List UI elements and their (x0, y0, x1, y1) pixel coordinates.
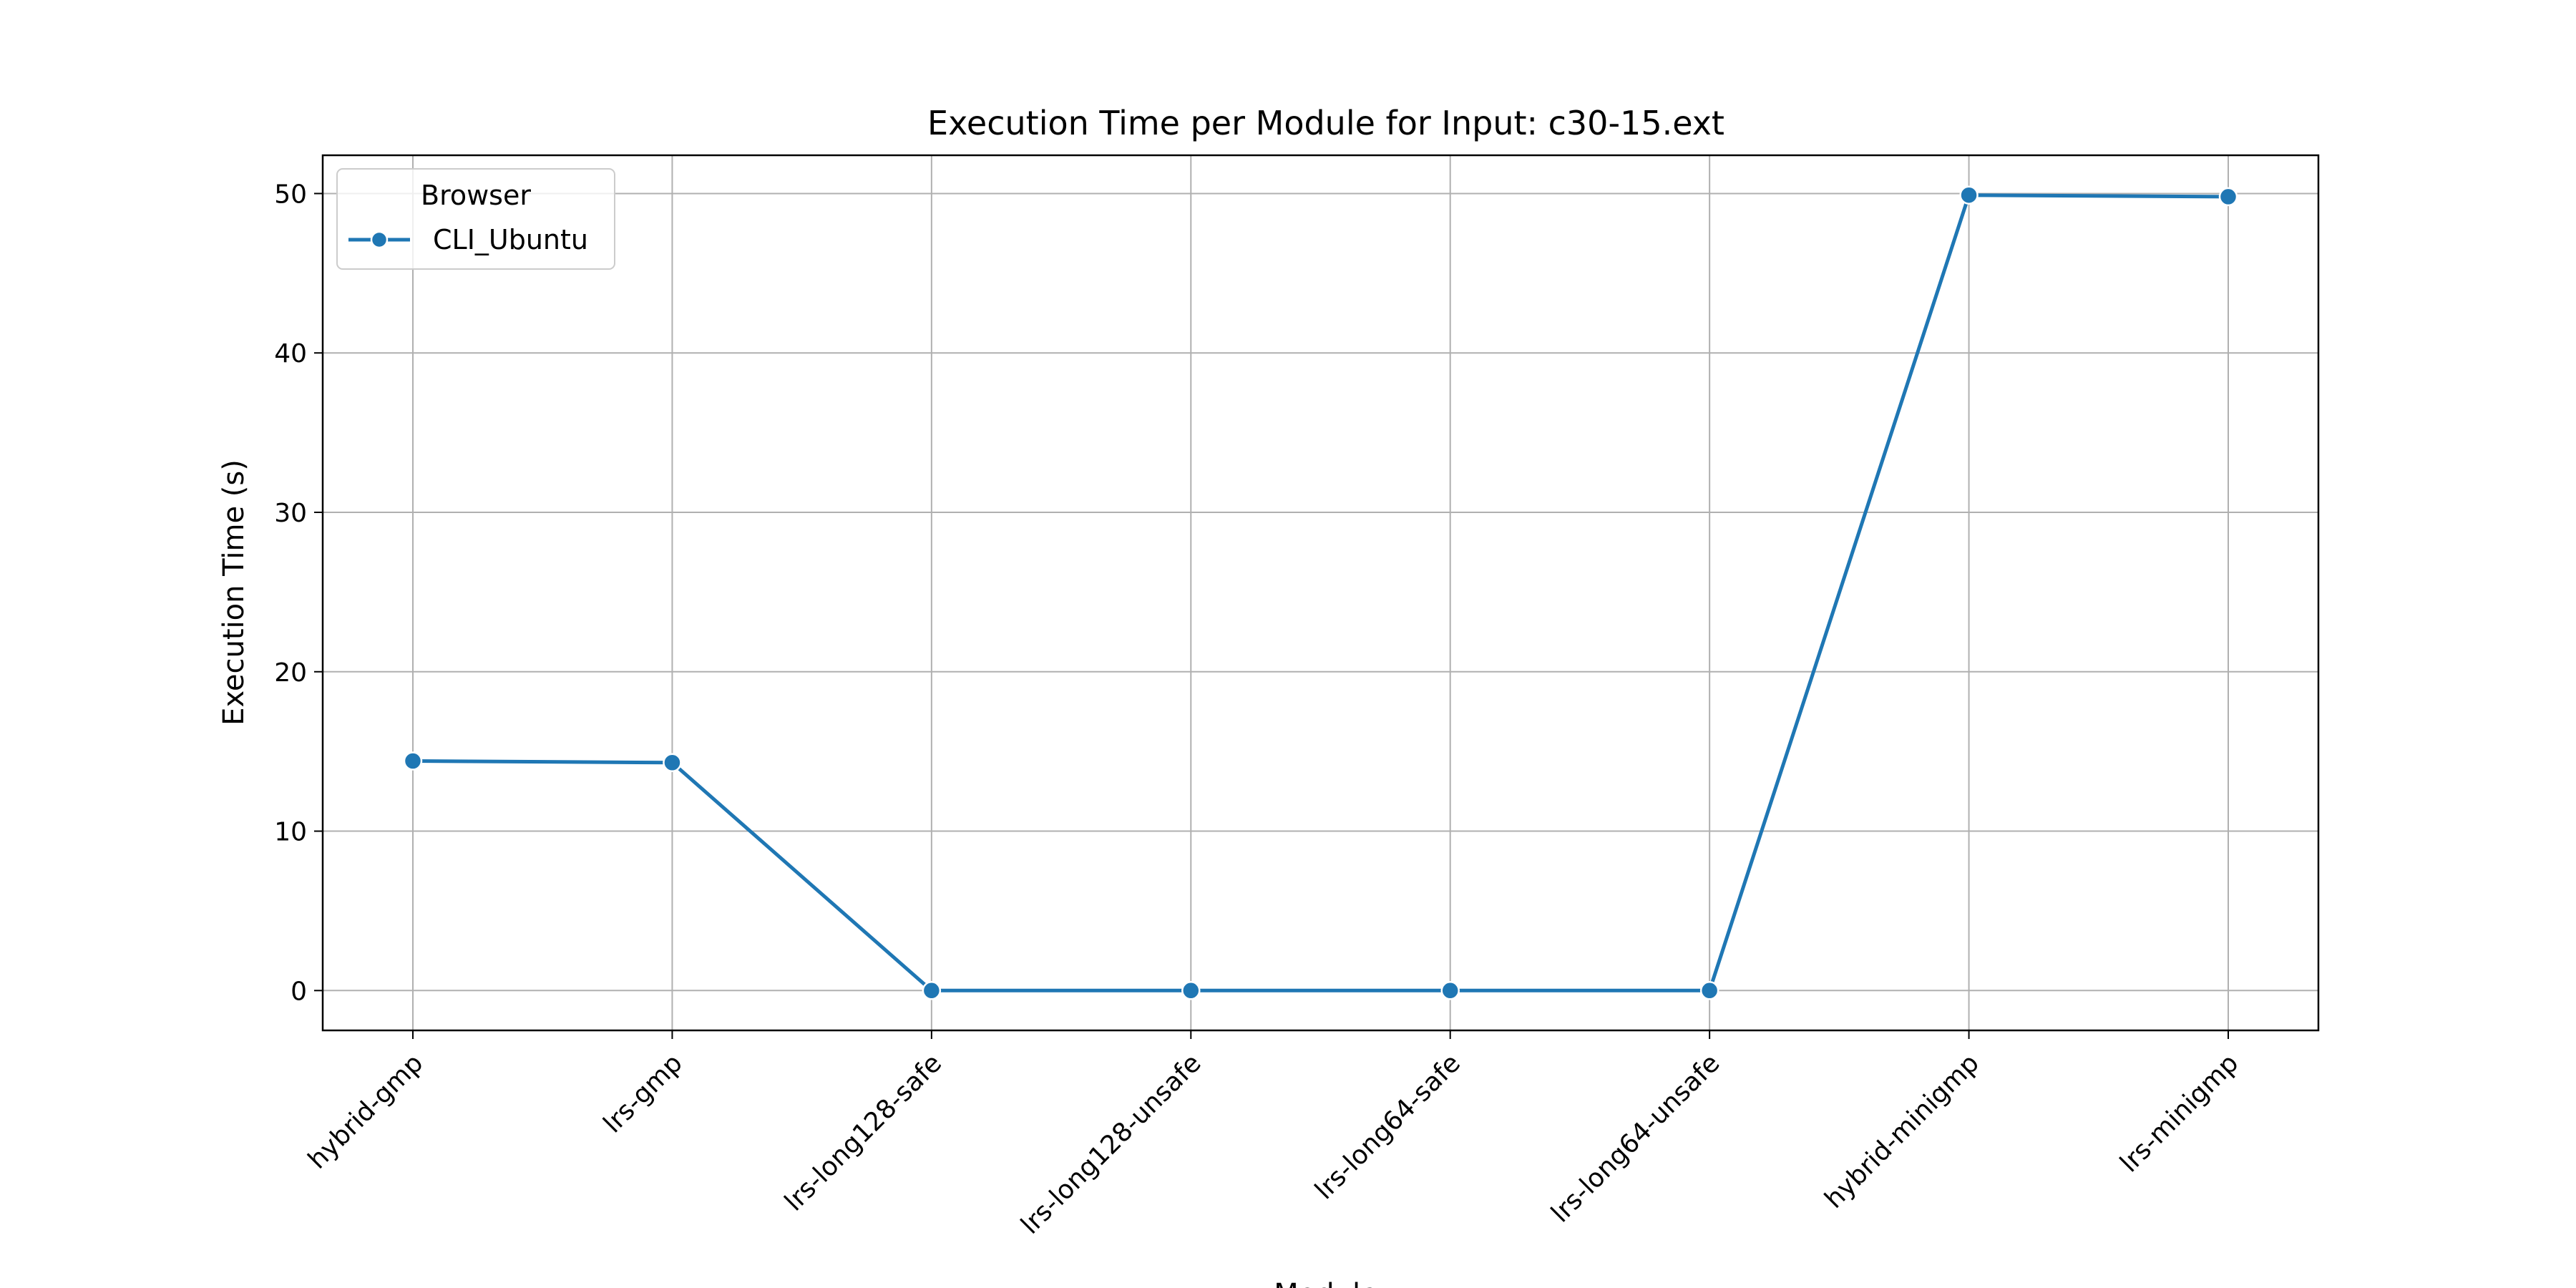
data-point (663, 753, 682, 772)
x-tick-label: lrs-gmp (598, 1048, 688, 1138)
data-point (1181, 981, 1201, 1000)
legend-title: Browser (421, 180, 531, 211)
y-tick-label: 10 (274, 818, 307, 847)
data-point (1959, 185, 1979, 205)
data-point (1440, 981, 1460, 1000)
x-axis: hybrid-gmp lrs-gmp lrs-long128-safe lrs-lon… (303, 1030, 2244, 1240)
y-tick-label: 50 (274, 180, 307, 209)
data-point (922, 981, 942, 1000)
x-tick-label: lrs-long64-safe (1309, 1048, 1466, 1205)
y-tick-label: 40 (274, 339, 307, 369)
series-layer (403, 185, 2238, 1000)
grid (323, 155, 2318, 1030)
x-tick-label: lrs-long128-unsafe (1015, 1048, 1206, 1239)
y-axis-label: Execution Time (s) (218, 459, 250, 726)
plot-frame (321, 154, 2320, 1032)
legend-label-cli-ubuntu: CLI_Ubuntu (433, 224, 588, 255)
y-tick-label: 30 (274, 499, 307, 528)
y-tick-label: 20 (274, 658, 307, 688)
x-axis-label: Module (1274, 1278, 1377, 1288)
x-tick-label: lrs-long64-unsafe (1546, 1048, 1725, 1228)
y-axis: 0 10 20 30 40 50 (274, 180, 323, 1006)
chart-title: Execution Time per Module for Input: c30… (927, 104, 1724, 142)
legend-point-marker (370, 230, 389, 249)
data-point (2218, 187, 2238, 207)
legend-box (336, 168, 615, 270)
data-point (1699, 981, 1719, 1000)
x-tick-label: hybrid-gmp (303, 1048, 429, 1174)
x-tick-label: hybrid-minigmp (1820, 1048, 1985, 1214)
legend: Browser CLI_Ubuntu (336, 168, 615, 270)
x-tick-label: lrs-long128-safe (779, 1048, 947, 1216)
x-tick-label: lrs-minigmp (2114, 1048, 2244, 1178)
data-point (403, 751, 423, 771)
y-tick-label: 0 (291, 977, 307, 1006)
series-line (411, 193, 2230, 992)
